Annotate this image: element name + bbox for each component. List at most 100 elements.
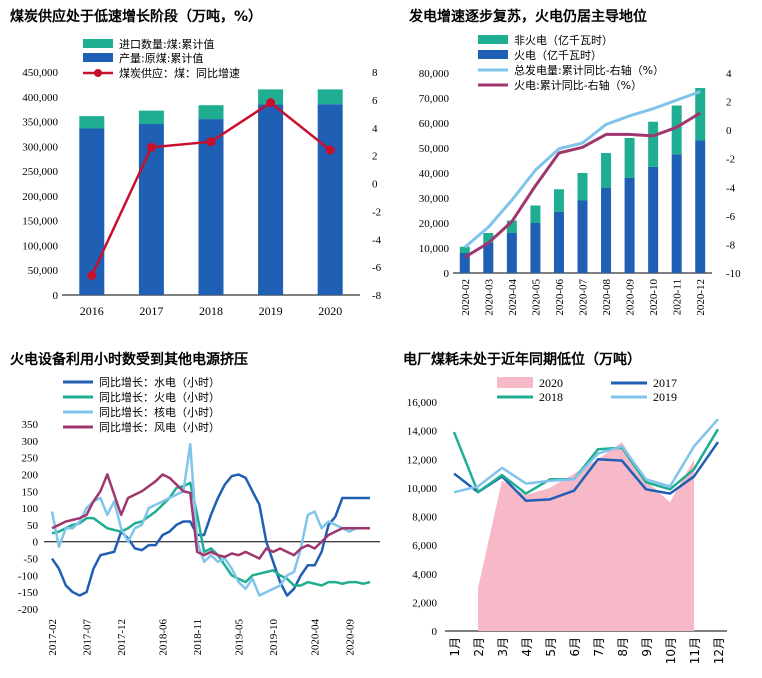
y2-tick-label: 0 xyxy=(726,125,732,137)
x-tick-label: 2018-06 xyxy=(158,619,170,656)
bar-production xyxy=(138,124,164,296)
y-tick-label: 4,000 xyxy=(412,569,437,581)
chart-power-generation: 0 10,000 20,000 30,000 40,000 50,000 60,000 70,… xyxy=(419,34,741,316)
x-tick-label: 3月 xyxy=(496,637,510,657)
x-tick-label: 12月 xyxy=(712,637,726,664)
chart-title: 电厂煤耗未处于近年同期低位（万吨） xyxy=(403,352,641,368)
line-marker xyxy=(146,142,156,152)
bar-production xyxy=(258,104,284,295)
y-tick-label: 200,000 xyxy=(22,191,58,203)
legend-label: 同比增长：核电（小时） xyxy=(99,405,220,419)
y-tick-label: 70,000 xyxy=(419,93,450,105)
y2-tick-label: -6 xyxy=(726,211,736,223)
area-2020 xyxy=(478,442,694,631)
y2-tick-label: -2 xyxy=(372,206,381,218)
legend-swatch xyxy=(478,50,508,59)
y-tick-label: 250 xyxy=(22,453,39,465)
legend-swatch xyxy=(83,53,113,62)
x-tick-label: 6月 xyxy=(568,637,582,657)
line-marker xyxy=(87,270,97,280)
legend-label: 同比增长：风电（小时） xyxy=(99,420,220,434)
line-thermal-growth xyxy=(463,111,702,259)
chart-title: 发电增速逐步复苏，火电仍居主导地位 xyxy=(409,9,647,25)
x-tick-label: 2月 xyxy=(472,637,486,657)
y2-tick-label: -6 xyxy=(372,262,382,274)
bar-imports xyxy=(198,105,224,120)
y2-tick-label: 4 xyxy=(372,123,378,135)
y-tick-label: 0 xyxy=(33,537,39,549)
series-line-1 xyxy=(51,481,371,587)
bar-non-thermal xyxy=(577,173,588,201)
x-tick-label: 2017-12 xyxy=(116,619,128,656)
y2-tick-label: -4 xyxy=(372,234,382,246)
line-marker xyxy=(206,137,216,147)
y-tick-label: -150 xyxy=(18,587,39,599)
series-line-2 xyxy=(50,442,370,597)
bar-production xyxy=(317,104,343,295)
legend-marker xyxy=(94,69,102,77)
x-tick-label: 2019-05 xyxy=(234,619,246,656)
chart-panel-power-generation: 发电增速逐步复苏，火电仍居主导地位 0 10,000 20,000 30,000 40,… xyxy=(381,0,762,339)
legend-label: 同比增长：水电（小时） xyxy=(99,375,220,389)
y-tick-label: 100 xyxy=(22,503,39,515)
y2-tick-label: 8 xyxy=(372,67,378,79)
bar-thermal xyxy=(624,178,635,273)
bar-imports xyxy=(258,89,284,105)
x-tick-label: 2020-10 xyxy=(648,279,660,316)
x-tick-label: 2020 xyxy=(318,304,342,318)
bar-thermal xyxy=(553,211,564,273)
bar-thermal xyxy=(601,188,612,273)
x-tick-label: 2020-03 xyxy=(483,279,495,316)
legend-label: 火电:累计同比-右轴（%） xyxy=(514,78,642,92)
legend-label: 同比增长：火电（小时） xyxy=(99,390,220,404)
y-tick-label: 14,000 xyxy=(407,426,438,438)
x-tick-label: 4月 xyxy=(520,637,534,657)
x-tick-label: 2020-09 xyxy=(625,279,637,316)
bar-non-thermal xyxy=(506,220,517,233)
bar-non-thermal xyxy=(459,246,470,253)
y-tick-label: 16,000 xyxy=(407,397,438,409)
y2-tick-label: -2 xyxy=(726,154,735,166)
y-tick-label: 200 xyxy=(22,469,39,481)
y-tick-label: 150 xyxy=(22,486,39,498)
series-line-2018 xyxy=(452,428,720,495)
legend-label: 非火电（亿千瓦时） xyxy=(514,34,613,47)
y2-tick-label: 2 xyxy=(726,97,732,109)
bar-non-thermal xyxy=(483,233,494,243)
x-tick-label: 7月 xyxy=(592,637,606,657)
x-tick-label: 5月 xyxy=(544,637,558,657)
y-tick-label: 400,000 xyxy=(22,92,58,104)
y-tick-label: 450,000 xyxy=(22,67,58,79)
x-tick-label: 2017-02 xyxy=(47,619,59,656)
chart-title: 火电设备利用小时数受到其他电源挤压 xyxy=(10,352,248,368)
x-tick-label: 2017 xyxy=(139,304,163,318)
legend-label: 进口数量:煤:累计值 xyxy=(119,38,214,51)
y-tick-label: 10,000 xyxy=(419,243,450,255)
x-tick-label: 10月 xyxy=(664,637,678,664)
y-tick-label: -50 xyxy=(23,554,38,566)
series-line-2019 xyxy=(453,418,719,494)
bar-thermal xyxy=(506,233,517,273)
x-tick-label: 2020-04 xyxy=(507,279,519,316)
bar-imports xyxy=(138,110,164,125)
chart-panel-coal-supply: 煤炭供应处于低速增长阶段（万吨，%） 0 50,000 100,000 150,000… xyxy=(0,0,382,339)
y2-tick-label: -8 xyxy=(372,290,382,302)
y-tick-label: 50 xyxy=(27,520,39,532)
bar-non-thermal xyxy=(624,138,635,178)
chart-title: 煤炭供应处于低速增长阶段（万吨，%） xyxy=(10,9,263,25)
y-tick-label: 50,000 xyxy=(28,265,59,277)
bar-production xyxy=(79,128,105,295)
chart-panel-utilization-hours: 火电设备利用小时数受到其他电源挤压 -200 -150 -100 -50 0 50 100 1… xyxy=(0,339,381,678)
y2-tick-label: 0 xyxy=(372,179,378,191)
legend-label: 2019 xyxy=(653,390,677,404)
legend-label: 火电（亿千瓦时） xyxy=(514,49,602,62)
x-tick-label: 2020-05 xyxy=(530,279,542,316)
x-tick-label: 2020-06 xyxy=(554,279,566,316)
x-tick-label: 2020-02 xyxy=(460,279,472,316)
x-tick-label: 2020-09 xyxy=(344,619,356,656)
y-tick-label: 0 xyxy=(444,268,450,280)
x-tick-label: 8月 xyxy=(616,637,630,657)
line-marker xyxy=(325,145,335,155)
bar-thermal xyxy=(671,154,682,273)
x-tick-label: 2018 xyxy=(199,304,223,318)
